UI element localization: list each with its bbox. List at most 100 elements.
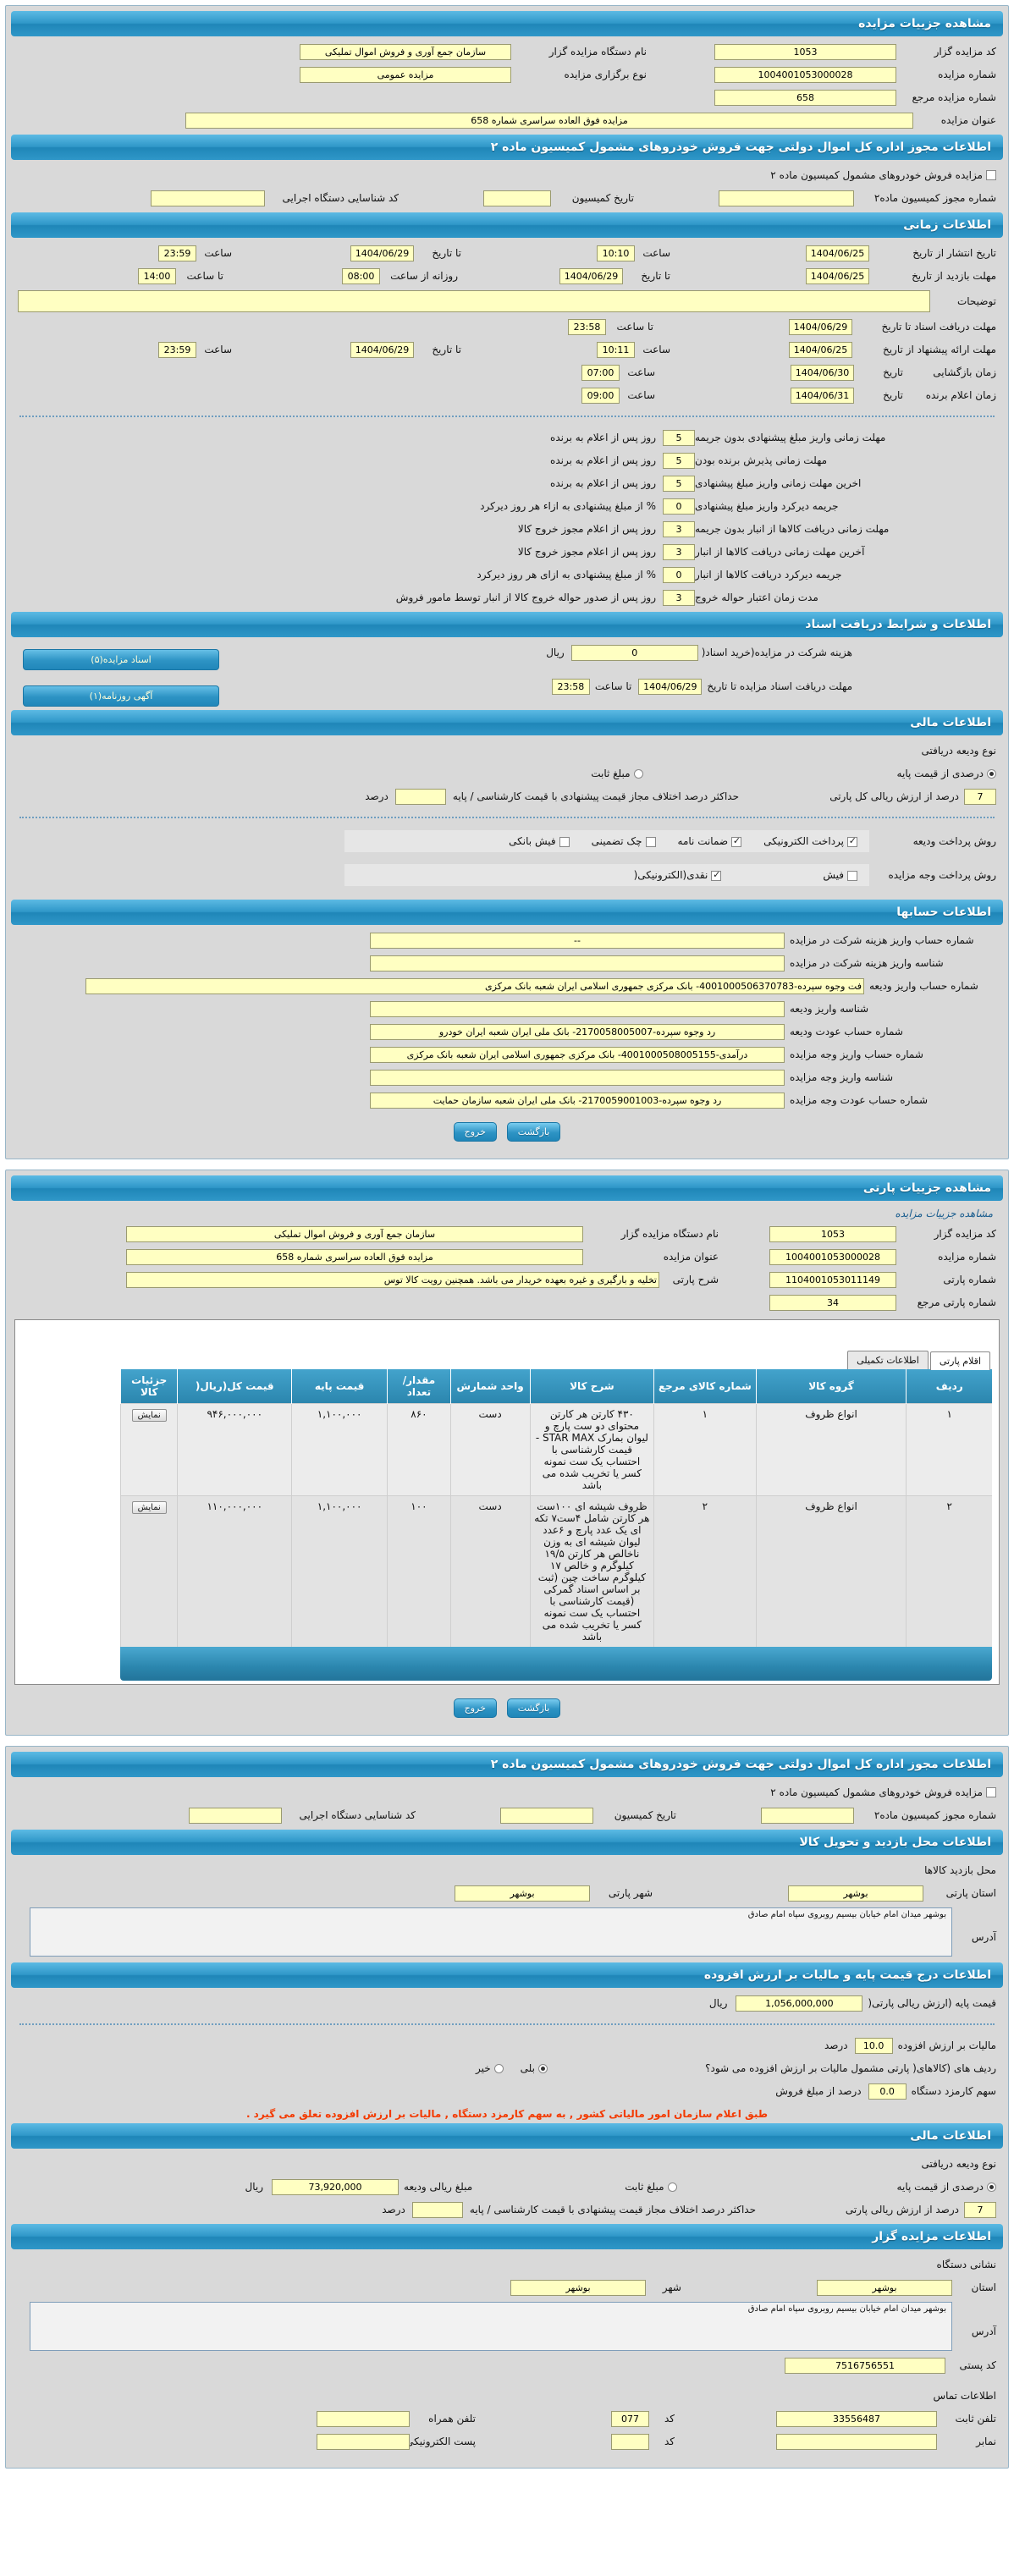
fixed-amount-radio[interactable]: [633, 768, 643, 779]
vat-percent-field[interactable]: [854, 2037, 893, 2054]
back-button[interactable]: بازگشت: [506, 1122, 561, 1142]
opening-time-field[interactable]: [581, 364, 620, 381]
party-auction-number-field[interactable]: [769, 1248, 896, 1265]
article2-checkbox[interactable]: [986, 1787, 996, 1797]
docs-deadline-date-field[interactable]: [789, 318, 852, 335]
newspaper-ad-button[interactable]: آگهی روزنامه(۱): [23, 685, 219, 707]
option-guarantee[interactable]: ضمانت نامه: [678, 835, 742, 847]
deposit-account-field[interactable]: [85, 977, 864, 994]
exit-button[interactable]: خروج: [453, 1122, 497, 1142]
tab-party-items[interactable]: اقلام پارتی: [929, 1351, 990, 1370]
publish-to-time-field[interactable]: [158, 245, 196, 261]
option-slip[interactable]: فیش: [823, 869, 857, 881]
fax-code-field[interactable]: [611, 2433, 649, 2450]
vat-yes-radio[interactable]: [538, 2063, 548, 2073]
auction-number-field[interactable]: [714, 66, 896, 83]
deposit-percent-field[interactable]: [964, 2201, 996, 2218]
org-name-field[interactable]: [300, 43, 511, 60]
bidder-code-field[interactable]: [714, 43, 896, 60]
permit-number-field[interactable]: [719, 190, 854, 206]
party-org-name-field[interactable]: [126, 1225, 583, 1242]
fax-field[interactable]: [776, 2433, 937, 2450]
email-field[interactable]: [317, 2433, 410, 2450]
bank-slip-checkbox[interactable]: [559, 836, 570, 847]
max-diff-field[interactable]: [411, 2201, 463, 2218]
deadline-days-field[interactable]: [663, 429, 695, 446]
offer-from-date-field[interactable]: [789, 341, 852, 358]
party-auction-title-field[interactable]: [126, 1248, 583, 1265]
opening-date-field[interactable]: [791, 364, 854, 381]
auction-documents-button[interactable]: اسناد مزایده(۵): [23, 649, 219, 670]
deposit-amount-field[interactable]: [272, 2178, 400, 2195]
deadline-days-field[interactable]: [663, 543, 695, 560]
docs-deadline-date-field[interactable]: [638, 678, 703, 695]
party-address-field[interactable]: بوشهر میدان امام خیابان بیسیم روبروی سپا…: [30, 1907, 952, 1957]
option-certified-check[interactable]: چک تضمینی: [592, 835, 656, 847]
payment-id-field[interactable]: [370, 1069, 785, 1086]
percent-of-base-radio[interactable]: [987, 2182, 996, 2192]
exit-button[interactable]: خروج: [453, 1698, 497, 1718]
payment-account-field[interactable]: [370, 1046, 785, 1063]
offer-to-time-field[interactable]: [158, 341, 196, 358]
auction-type-field[interactable]: [300, 66, 511, 83]
percent-of-base-radio[interactable]: [987, 768, 996, 779]
slip-checkbox[interactable]: [847, 870, 857, 881]
permit-number-field[interactable]: [761, 1807, 854, 1824]
penalty-percent-field[interactable]: [663, 566, 695, 583]
publish-from-date-field[interactable]: [806, 245, 869, 261]
area-code-field[interactable]: [611, 2410, 649, 2427]
visit-time-to-field[interactable]: [138, 267, 176, 284]
certified-check-checkbox[interactable]: [645, 836, 656, 847]
option-bank-slip[interactable]: فیش بانکی: [509, 835, 570, 847]
mobile-field[interactable]: [317, 2410, 410, 2427]
publish-to-date-field[interactable]: [350, 245, 414, 261]
fee-deposit-id-field[interactable]: [370, 955, 785, 972]
party-desc-field[interactable]: [126, 1271, 659, 1288]
winner-time-field[interactable]: [581, 387, 620, 404]
participation-fee-field[interactable]: [570, 644, 698, 661]
deposit-return-account-field[interactable]: [370, 1023, 785, 1040]
view-auction-details-link[interactable]: مشاهده جزییات مزایده: [895, 1208, 993, 1219]
publish-from-time-field[interactable]: [597, 245, 635, 261]
deadline-days-field[interactable]: [663, 520, 695, 537]
epayment-checkbox[interactable]: [847, 835, 857, 847]
tab-extra-info[interactable]: اطلاعات تکمیلی: [847, 1351, 929, 1369]
phone-field[interactable]: [776, 2410, 937, 2427]
deposit-id-field[interactable]: [370, 1000, 785, 1017]
show-details-button[interactable]: نمایش: [131, 1501, 167, 1514]
guarantee-checkbox[interactable]: [731, 835, 742, 847]
penalty-percent-field[interactable]: [663, 498, 695, 515]
agency-fee-field[interactable]: [868, 2083, 907, 2100]
payment-return-account-field[interactable]: [370, 1092, 785, 1109]
deadline-days-field[interactable]: [663, 475, 695, 492]
fixed-amount-radio[interactable]: [667, 2182, 677, 2192]
visit-to-date-field[interactable]: [559, 267, 623, 284]
article2-checkbox[interactable]: [986, 170, 996, 180]
offer-to-date-field[interactable]: [350, 341, 414, 358]
auction-title-field[interactable]: [185, 112, 913, 129]
cash-electronic-checkbox[interactable]: [711, 869, 722, 881]
vat-no-radio[interactable]: [493, 2063, 504, 2073]
deadline-days-field[interactable]: [663, 589, 695, 606]
option-cash-electronic[interactable]: نقدی(الکترونیکی(: [634, 869, 722, 881]
option-epayment[interactable]: پرداخت الکترونیکی: [763, 835, 857, 847]
party-province-field[interactable]: [788, 1885, 923, 1902]
party-bidder-code-field[interactable]: [769, 1225, 896, 1242]
exec-agency-id-field[interactable]: [189, 1807, 282, 1824]
docs-deadline-time-field[interactable]: [568, 318, 606, 335]
party-number-field[interactable]: [769, 1271, 896, 1288]
deadline-days-field[interactable]: [663, 452, 695, 469]
party-city-field[interactable]: [455, 1885, 590, 1902]
exec-agency-id-field[interactable]: [151, 190, 265, 206]
deposit-percent-field[interactable]: [964, 788, 996, 805]
city-field[interactable]: [510, 2279, 646, 2296]
description-field[interactable]: [18, 290, 931, 312]
show-details-button[interactable]: نمایش: [131, 1409, 167, 1422]
commission-date-field[interactable]: [483, 190, 551, 206]
fee-deposit-account-field[interactable]: [370, 932, 785, 949]
commission-date-field[interactable]: [500, 1807, 593, 1824]
party-ref-field[interactable]: [769, 1294, 896, 1311]
winner-date-field[interactable]: [791, 387, 854, 404]
agency-address-field[interactable]: بوشهر میدان امام خیابان بیسیم روبروی سپا…: [30, 2302, 952, 2351]
back-button[interactable]: بازگشت: [506, 1698, 561, 1718]
